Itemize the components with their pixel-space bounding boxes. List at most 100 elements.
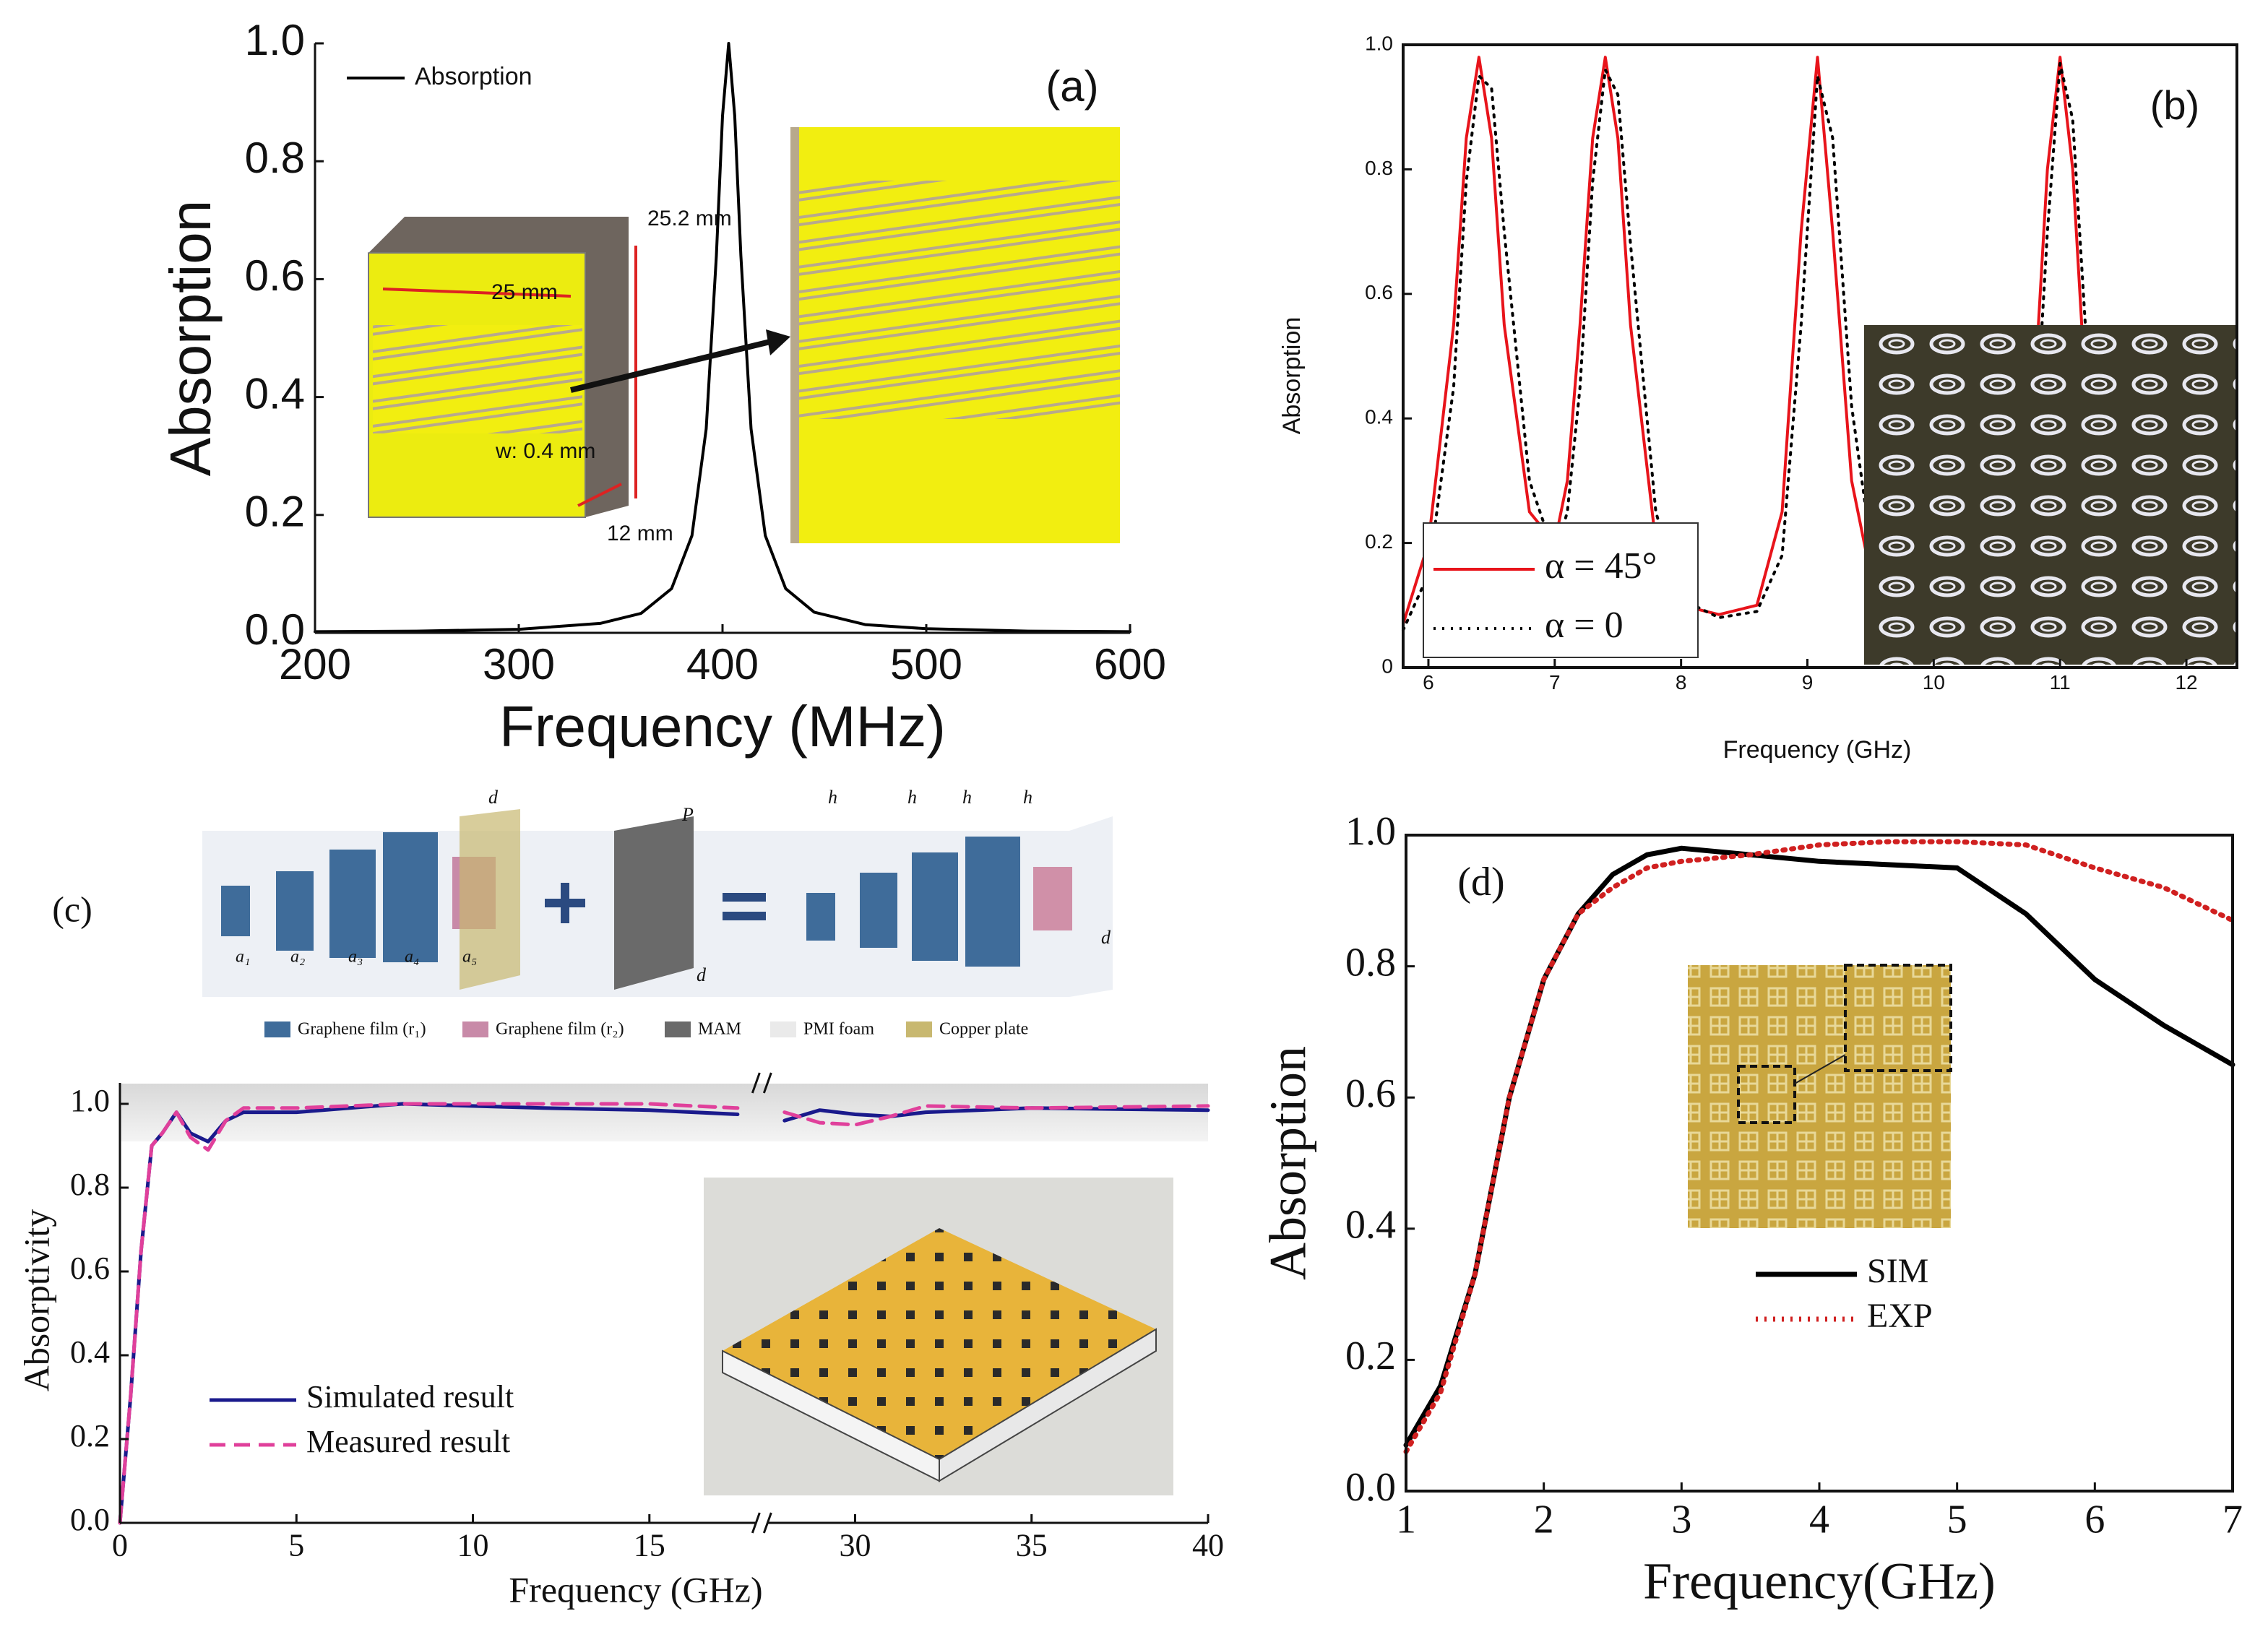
- annotation: 25 mm: [491, 280, 558, 304]
- x-tick-label: 1: [1396, 1498, 1416, 1542]
- inset-d: [1688, 964, 1952, 1228]
- x-tick-label: 9: [1802, 671, 1814, 694]
- annotation: (d): [1457, 860, 1504, 904]
- axis-break: [762, 1072, 772, 1094]
- x-tick-label: 2: [1534, 1498, 1554, 1542]
- x-tick-label: 600: [1094, 640, 1166, 688]
- y-tick-label: 0.8: [1365, 157, 1393, 179]
- y-tick-label: 0.2: [1365, 530, 1393, 553]
- annotation: 12 mm: [607, 522, 673, 545]
- annotation: a₁: [236, 948, 250, 967]
- inset-b: [1423, 325, 2237, 665]
- line: [1402, 56, 2238, 626]
- annotation: MAM: [698, 1020, 741, 1039]
- y-tick-label: 1.0: [1345, 809, 1396, 854]
- annotation: d: [488, 787, 499, 808]
- x-tick-label: 35: [1016, 1527, 1048, 1563]
- axis-break: [751, 1512, 761, 1534]
- x-tick-label: 400: [686, 640, 759, 688]
- labels: 200 300 400 500 6000.00.20.40.60.81.0Frequen…: [16, 16, 2243, 1610]
- annotation: h: [907, 787, 917, 808]
- y-tick-label: 0.0: [70, 1502, 110, 1537]
- y-tick-label: 0.4: [70, 1334, 110, 1370]
- x-axis-label: Frequency (MHz): [499, 694, 946, 759]
- annotation: (c): [52, 889, 92, 929]
- x-tick-label: 5: [1947, 1498, 1967, 1542]
- x-tick-label: 11: [2050, 671, 2071, 694]
- legend-label: α = 0: [1545, 605, 1624, 646]
- x-tick-label: 4: [1809, 1498, 1829, 1542]
- y-tick-label: 0.8: [1345, 940, 1396, 985]
- y-axis-label: Absorption: [1278, 317, 1306, 435]
- x-tick-label: 30: [839, 1527, 871, 1563]
- y-tick-label: 1.0: [70, 1083, 110, 1118]
- y-axis-label: Absorption: [1259, 1046, 1317, 1280]
- line: [118, 1102, 1210, 1525]
- annotation: a₂: [290, 948, 305, 967]
- annotation: d: [1101, 927, 1111, 948]
- legend-label: Absorption: [415, 63, 532, 90]
- x-axis-label: Frequency (GHz): [509, 1569, 762, 1610]
- y-tick-label: 0.6: [70, 1251, 110, 1286]
- x-tick-label: 6: [2084, 1498, 2105, 1542]
- x-tick-label: 7: [1549, 671, 1561, 694]
- annotation: a₅: [462, 948, 477, 967]
- y-tick-label: 0.2: [1345, 1334, 1396, 1378]
- y-tick-label: 0.4: [1365, 406, 1393, 428]
- x-tick-label: 200: [279, 640, 351, 688]
- plot-frame: [1402, 43, 2238, 669]
- x-tick-label: 15: [634, 1527, 665, 1563]
- annotation: PMI foam: [803, 1020, 874, 1039]
- annotation: a₃: [348, 948, 363, 967]
- y-tick-label: 0.2: [245, 488, 305, 536]
- y-tick-label: 0.8: [245, 134, 305, 182]
- legend-label: Simulated result: [306, 1379, 514, 1414]
- legend-label: α = 45°: [1545, 545, 1657, 587]
- line: [314, 42, 1131, 634]
- annotation: w: 0.4 mm: [495, 439, 595, 463]
- x-tick-label: 0: [112, 1527, 128, 1563]
- x-axis-label: Frequency(GHz): [1643, 1552, 1996, 1610]
- annotation: P: [681, 804, 694, 825]
- annotation: (b): [2150, 82, 2199, 128]
- y-tick-label: 0.0: [1345, 1465, 1396, 1510]
- marks: [118, 42, 2238, 1525]
- y-tick-label: 0.6: [1365, 281, 1393, 303]
- inset-a: [368, 127, 1120, 543]
- x-tick-label: 10: [457, 1527, 489, 1563]
- x-tick-label: 3: [1671, 1498, 1691, 1542]
- y-tick-label: 0.6: [245, 251, 305, 300]
- y-tick-label: 0.2: [70, 1418, 110, 1454]
- x-tick-label: 10: [1923, 671, 1945, 694]
- x-axis-label: Frequency (GHz): [1723, 736, 1912, 764]
- y-tick-label: 0: [1381, 655, 1393, 677]
- annotation: Graphene film (r₁): [298, 1020, 426, 1039]
- x-tick-label: 5: [288, 1527, 304, 1563]
- axis-break: [762, 1512, 772, 1534]
- x-tick-label: 40: [1192, 1527, 1224, 1563]
- x-tick-label: 6: [1423, 671, 1434, 694]
- annotation: a₄: [405, 948, 419, 967]
- annotation: (a): [1045, 62, 1098, 111]
- y-tick-label: 0.4: [1345, 1203, 1396, 1248]
- annotation: Copper plate: [939, 1020, 1028, 1039]
- annotation: d: [697, 964, 707, 985]
- x-tick-label: 500: [890, 640, 962, 688]
- annotation: Graphene film (r₂): [496, 1020, 624, 1039]
- legend-label: Measured result: [306, 1424, 510, 1459]
- annotation: h: [828, 787, 837, 808]
- annotation: h: [962, 787, 972, 808]
- inset-c: [202, 809, 1173, 1495]
- x-tick-label: 8: [1676, 671, 1687, 694]
- y-tick-label: 0.6: [1345, 1071, 1396, 1116]
- x-tick-label: 12: [2175, 671, 2197, 694]
- annotation: h: [1023, 787, 1032, 808]
- y-tick-label: 1.0: [1365, 32, 1393, 54]
- line: [1402, 61, 2238, 632]
- y-tick-label: 0.0: [245, 605, 305, 654]
- annotation: 25.2 mm: [647, 207, 732, 230]
- y-tick-label: 0.4: [245, 369, 305, 418]
- y-axis-label: Absorption: [158, 200, 223, 476]
- y-tick-label: 0.8: [70, 1167, 110, 1202]
